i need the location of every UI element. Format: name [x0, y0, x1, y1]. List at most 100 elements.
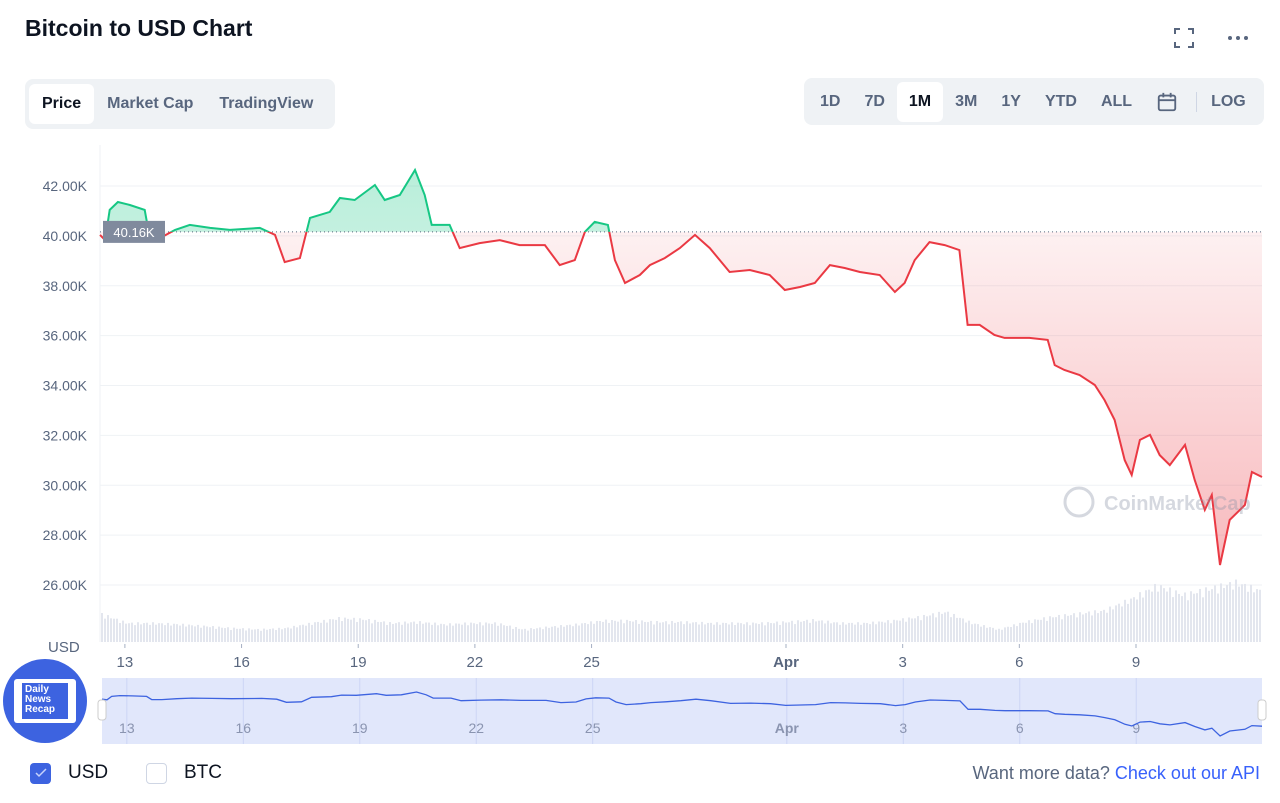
volume-bar	[1232, 589, 1234, 642]
volume-bar	[1097, 613, 1099, 642]
checkbox-unchecked-icon[interactable]	[146, 762, 167, 784]
range-ytd[interactable]: YTD	[1044, 92, 1077, 110]
volume-bar	[176, 624, 178, 642]
legend-btc[interactable]: BTC	[146, 762, 222, 784]
expand-icon[interactable]	[1172, 26, 1196, 50]
price-chart[interactable]: 40.16K 26.00K 28.00K 30.00K 32.00K 34.00K 36.…	[0, 0, 1280, 760]
volume-bar	[866, 623, 868, 642]
y-tick-label: 38.00K	[43, 278, 88, 294]
volume-bar	[761, 622, 763, 642]
volume-bar	[1070, 615, 1072, 642]
volume-bar	[728, 624, 730, 642]
svg-text:CoinMarketCap: CoinMarketCap	[1104, 493, 1251, 515]
volume-bar	[287, 627, 289, 642]
volume-bar	[1184, 592, 1186, 642]
checkbox-checked-icon[interactable]	[30, 762, 51, 784]
volume-bar	[623, 623, 625, 642]
volume-bar	[428, 622, 430, 642]
volume-bar	[1154, 583, 1156, 642]
range-1y[interactable]: 1Y	[1001, 92, 1021, 110]
volume-bar	[1256, 589, 1258, 642]
range-1d[interactable]: 1D	[820, 92, 841, 110]
volume-bar	[662, 622, 664, 642]
volume-bar	[566, 625, 568, 642]
tab-price[interactable]: Price	[29, 84, 95, 124]
volume-bar	[656, 621, 658, 642]
volume-bar	[737, 622, 739, 642]
volume-bar	[851, 622, 853, 642]
range-3m[interactable]: 3M	[955, 92, 978, 110]
volume-bar	[965, 622, 967, 642]
tab-market-cap[interactable]: Market Cap	[107, 95, 194, 112]
volume-bar	[962, 618, 964, 642]
volume-bar	[155, 624, 157, 642]
legend-usd[interactable]: USD	[30, 762, 108, 784]
x-tick-label: Apr	[773, 654, 799, 671]
volume-bar	[1187, 600, 1189, 642]
volume-bar	[224, 628, 226, 642]
volume-bar	[719, 624, 721, 642]
navigator-handle[interactable]	[97, 699, 107, 721]
volume-bar	[335, 619, 337, 642]
volume-bar	[1130, 598, 1132, 642]
y-tick-label: 34.00K	[43, 378, 88, 394]
volume-bar	[116, 618, 118, 642]
volume-bar	[257, 628, 259, 642]
logo-text: Daily News Recap	[22, 683, 68, 719]
volume-bar	[635, 620, 637, 642]
range-1m[interactable]: 1M	[896, 81, 944, 122]
volume-bar	[929, 615, 931, 642]
volume-bar	[470, 622, 472, 642]
page-title: Bitcoin to USD Chart	[25, 15, 253, 41]
navigator-handle[interactable]	[1257, 699, 1267, 721]
volume-bar	[1250, 584, 1252, 642]
volume-bar	[596, 620, 598, 642]
volume-bar	[941, 613, 943, 642]
volume-bar	[365, 620, 367, 642]
volume-bar	[530, 628, 532, 642]
ellipsis-icon[interactable]	[1226, 26, 1250, 50]
volume-bar	[230, 629, 232, 642]
volume-bar	[617, 621, 619, 642]
volume-bar	[734, 625, 736, 642]
volume-bar	[389, 622, 391, 642]
volume-bar	[1241, 584, 1243, 642]
coinmarketcap-watermark: CoinMarketCap	[1063, 486, 1251, 518]
api-link[interactable]: Check out our API	[1114, 763, 1260, 783]
volume-bar	[1100, 611, 1102, 642]
range-7d[interactable]: 7D	[864, 92, 885, 110]
volume-bar	[536, 628, 538, 642]
volume-bar	[164, 625, 166, 642]
volume-bar	[1007, 626, 1009, 642]
y-tick-label: 40.00K	[43, 228, 88, 244]
volume-bar	[740, 623, 742, 642]
volume-bar	[1031, 623, 1033, 642]
volume-bar	[362, 619, 364, 642]
tab-tradingview[interactable]: TradingView	[219, 95, 314, 112]
volume-bar	[125, 623, 127, 642]
volume-bar	[914, 618, 916, 642]
volume-bar	[494, 622, 496, 642]
volume-bar	[254, 629, 256, 642]
volume-bar	[1064, 614, 1066, 642]
volume-bar	[1109, 606, 1111, 642]
volume-bar	[899, 620, 901, 642]
volume-bar	[707, 622, 709, 642]
volume-bar	[959, 617, 961, 642]
volume-bar	[1058, 614, 1060, 642]
volume-bar	[1124, 599, 1126, 642]
volume-bar	[449, 623, 451, 642]
calendar-icon[interactable]	[1144, 82, 1190, 122]
x-tick-label: 13	[117, 654, 134, 671]
volume-bar	[1016, 626, 1018, 642]
x-tick-label: 6	[1015, 654, 1023, 671]
volume-bar	[1178, 593, 1180, 642]
volume-bar	[785, 622, 787, 642]
volume-bar	[1181, 596, 1183, 642]
range-all[interactable]: ALL	[1100, 92, 1133, 110]
log-toggle[interactable]: LOG	[1211, 92, 1246, 110]
volume-bar	[464, 622, 466, 642]
volume-bar	[1148, 589, 1150, 642]
volume-bar	[143, 623, 145, 642]
volume-bar	[122, 620, 124, 642]
